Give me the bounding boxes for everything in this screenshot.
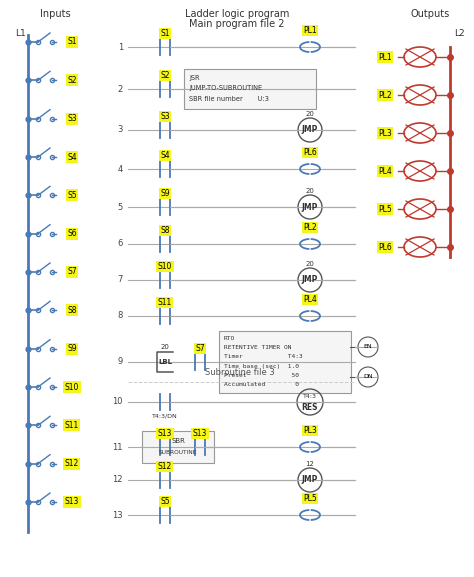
Text: EN: EN [364,344,372,350]
Text: S9: S9 [160,189,170,198]
Text: 20: 20 [306,111,314,117]
Text: PL3: PL3 [303,426,317,435]
Text: S5: S5 [67,191,77,200]
Text: 13: 13 [112,511,123,519]
Text: PL3: PL3 [378,129,392,137]
Text: S8: S8 [160,226,170,235]
Text: S10: S10 [65,383,79,392]
Text: 5: 5 [118,203,123,212]
Text: RETENTIVE TIMER ON: RETENTIVE TIMER ON [224,345,292,350]
Text: Subroutine file 3: Subroutine file 3 [205,368,275,377]
Text: LBL: LBL [158,359,172,365]
Text: S3: S3 [160,112,170,121]
Text: PL5: PL5 [378,204,392,213]
Text: S13: S13 [158,429,172,438]
Text: S5: S5 [160,497,170,506]
Text: DN: DN [363,374,373,380]
Text: 1: 1 [118,43,123,51]
Text: S10: S10 [158,262,172,271]
Text: 2: 2 [118,84,123,93]
Text: S9: S9 [67,344,77,353]
Text: 8: 8 [118,312,123,320]
Text: PL2: PL2 [303,223,317,232]
Text: Accumulated        0: Accumulated 0 [224,382,299,387]
Text: S7: S7 [67,268,77,276]
Text: JMP: JMP [302,203,318,212]
Text: S4: S4 [67,152,77,162]
FancyBboxPatch shape [184,69,316,109]
Text: 11: 11 [112,443,123,451]
Text: Timer            T4:3: Timer T4:3 [224,354,303,359]
Text: 10: 10 [112,398,123,407]
Text: S1: S1 [160,29,170,38]
Text: PL1: PL1 [378,53,392,62]
Text: S11: S11 [65,421,79,430]
Text: 4: 4 [118,164,123,174]
Text: 20: 20 [306,261,314,267]
Text: T4:3/DN: T4:3/DN [152,413,178,418]
Text: S13: S13 [65,497,79,507]
Text: SBR file number       U:3: SBR file number U:3 [189,96,269,102]
Text: RTO: RTO [224,336,235,341]
Text: 6: 6 [118,239,123,249]
Text: 12: 12 [112,475,123,485]
Text: T4:3: T4:3 [303,395,317,399]
Text: S2: S2 [67,76,77,85]
Text: 20: 20 [306,188,314,194]
FancyBboxPatch shape [219,331,351,393]
Text: L2: L2 [454,29,465,38]
Text: S4: S4 [160,151,170,160]
Text: 12: 12 [306,461,314,467]
Text: JUMP-TO-SUBROUTINE: JUMP-TO-SUBROUTINE [189,85,262,92]
Text: L1: L1 [15,29,26,38]
Text: 3: 3 [118,126,123,134]
Text: S13: S13 [193,429,207,438]
Text: PL6: PL6 [303,148,317,157]
Text: PL1: PL1 [303,26,317,35]
Text: 20: 20 [161,344,169,350]
Text: Inputs: Inputs [40,9,70,19]
Text: 7: 7 [118,275,123,284]
Text: PL6: PL6 [378,242,392,252]
Text: JSR: JSR [189,74,200,81]
Text: S11: S11 [158,298,172,307]
Text: S2: S2 [160,71,170,80]
Text: Outputs: Outputs [410,9,450,19]
Text: S12: S12 [158,462,172,471]
Text: S12: S12 [65,459,79,468]
Text: PL4: PL4 [303,295,317,304]
Text: S1: S1 [67,38,77,47]
Text: SUBROUTINE: SUBROUTINE [159,451,197,455]
Text: RES: RES [302,403,318,411]
Text: JMP: JMP [302,275,318,284]
Text: PL4: PL4 [378,167,392,175]
Text: JMP: JMP [302,475,318,485]
Text: Ladder logic program: Ladder logic program [185,9,289,19]
Text: JMP: JMP [302,126,318,134]
Text: 9: 9 [118,358,123,366]
Text: Preset            50: Preset 50 [224,373,299,378]
Text: PL2: PL2 [378,91,392,99]
Text: Time base (sec)  1.0: Time base (sec) 1.0 [224,364,299,369]
Text: S6: S6 [67,229,77,238]
Text: S7: S7 [195,344,205,353]
FancyBboxPatch shape [142,431,214,463]
Text: S3: S3 [67,114,77,123]
Text: PL5: PL5 [303,494,317,503]
Text: S8: S8 [67,306,77,315]
Text: SBR: SBR [171,438,185,444]
Text: Main program file 2: Main program file 2 [189,19,285,29]
